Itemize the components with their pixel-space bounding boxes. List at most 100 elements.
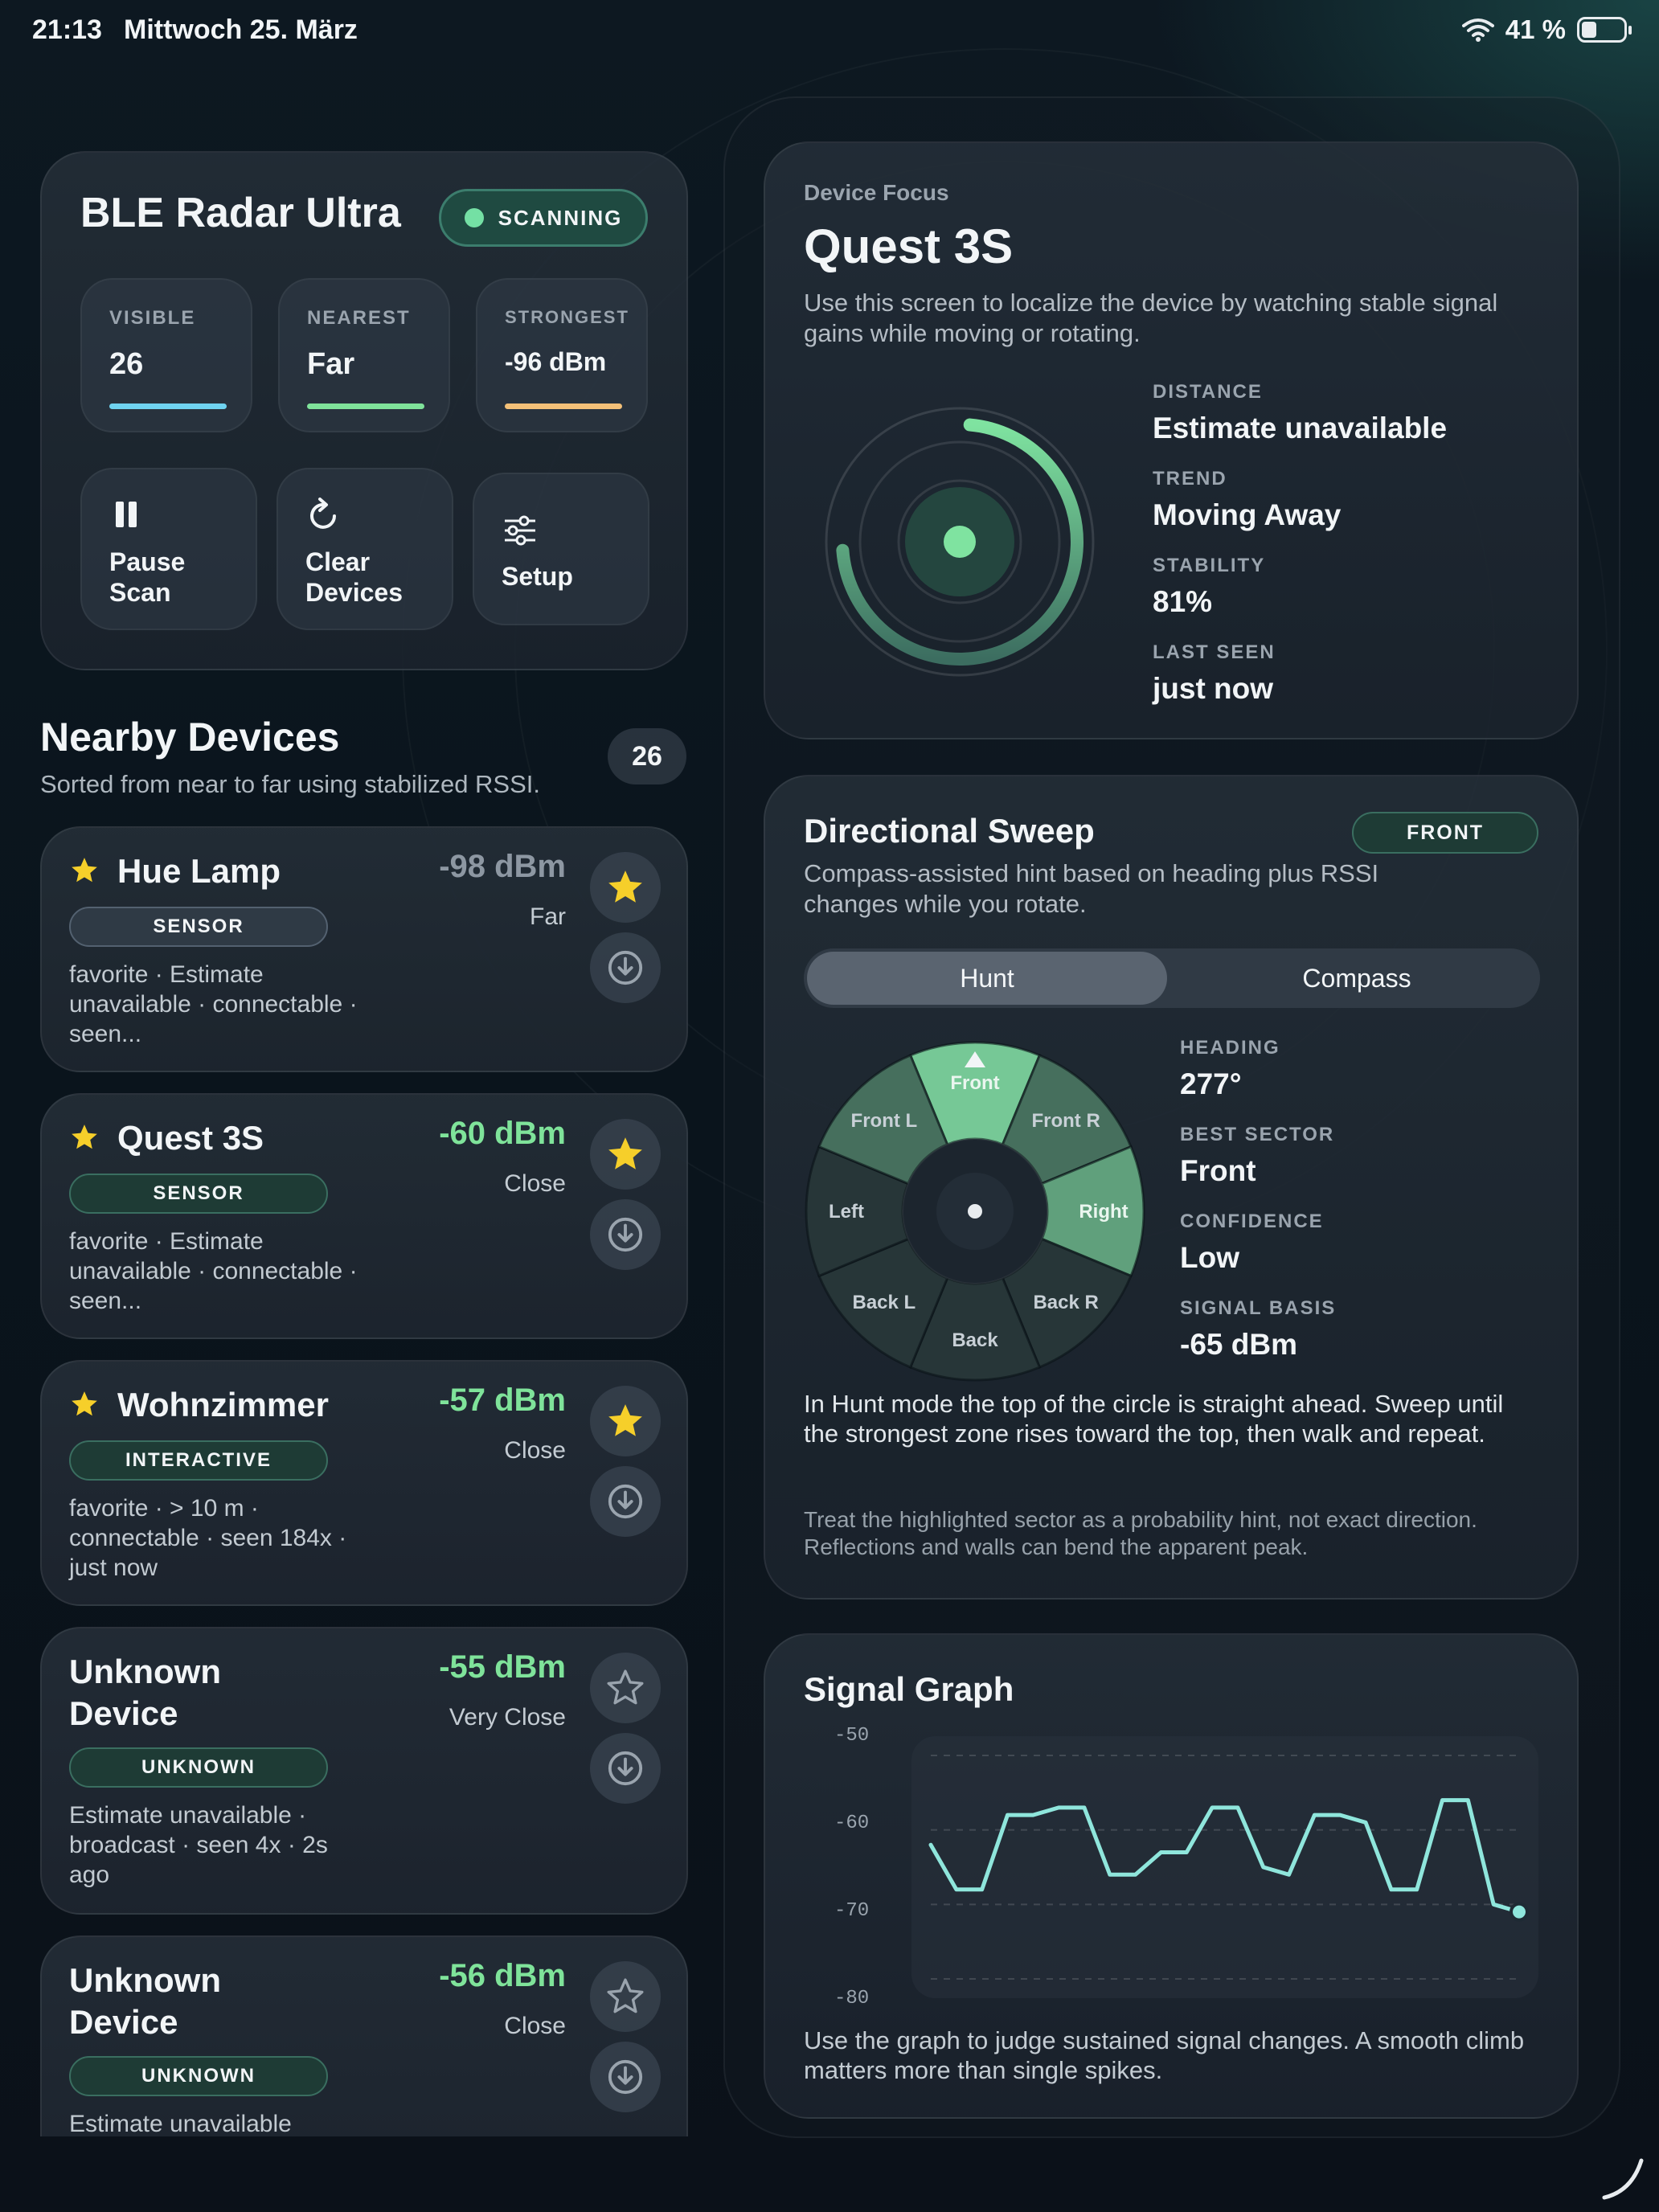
device-rssi: -57 dBm [439,1382,566,1418]
device-name: Wohnzimmer [117,1386,329,1423]
device-rssi: -98 dBm [439,849,566,884]
favorite-star-icon [72,1391,97,1416]
pause-icon [116,502,137,527]
device-card[interactable]: Quest 3S -60 dBm Close SENSOR favorite ·… [40,1093,688,1339]
download-button[interactable] [590,1466,661,1537]
nearby-devices-subtitle: Sorted from near to far using stabilized… [40,770,541,798]
device-tag: UNKNOWN [69,1747,328,1788]
download-button[interactable] [590,932,661,1003]
scanning-label: SCANNING [498,205,623,230]
refresh-icon [310,498,336,529]
device-meta: Estimate unavailable [69,2111,292,2136]
device-tag: UNKNOWN [69,2056,328,2096]
last-seen-value: just now [1153,672,1274,705]
status-indicators: 41 % [1461,14,1632,45]
favorite-star-icon [72,858,97,883]
app-title: BLE Radar Ultra [80,190,401,236]
clear-devices-label: Clear Devices [305,547,403,607]
download-button[interactable] [590,2042,661,2112]
device-card[interactable]: Unknown Device -56 dBm Close UNKNOWN Est… [40,1936,688,2136]
star-outline-icon [607,1669,644,1705]
sector-label: Right [1079,1201,1128,1223]
stability-ring [836,418,1083,666]
latest-signal-point [1509,1902,1529,1922]
compass-mode-tab[interactable]: Compass [1302,963,1411,993]
device-tag: SENSOR [69,907,328,947]
device-card[interactable]: Wohnzimmer -57 dBm Close INTERACTIVE fav… [40,1360,688,1606]
favorite-button[interactable] [590,1119,661,1190]
distance-label: DISTANCE [1153,381,1263,403]
star-filled-icon [608,870,642,903]
y-tick-label: -80 [834,1988,870,2009]
sector-label: Left [829,1201,864,1223]
device-focus-label: Device Focus [804,180,949,205]
directional-sweep-description: Compass-assisted hint based on heading p… [804,859,1379,918]
clear-devices-button[interactable]: Clear Devices [276,468,453,630]
stat-strongest: STRONGEST -96 dBm [476,278,648,432]
signal-basis-value: -65 dBm [1180,1328,1297,1361]
device-list: Hue Lamp -98 dBm Far SENSOR favorite · E… [40,826,688,2136]
status-time: 21:13 [32,14,102,45]
best-sector-value: Front [1180,1154,1256,1187]
trend-value: Moving Away [1153,498,1342,531]
y-tick-label: -60 [834,1813,870,1834]
download-button[interactable] [590,1733,661,1804]
confidence-value: Low [1180,1241,1239,1274]
favorite-button[interactable] [590,1961,661,2032]
device-name: Unknown Device [69,1961,221,2041]
pause-scan-button[interactable]: Pause Scan [80,468,257,630]
device-name: Unknown Device [69,1653,221,1732]
signal-series-line [928,1798,1522,1915]
device-meta: favorite · Estimate unavailable · connec… [69,1228,358,1314]
device-card[interactable]: Unknown Device -55 dBm Very Close UNKNOW… [40,1627,688,1915]
signal-ring-gauge [825,407,1095,677]
stat-value: Far [307,347,355,381]
y-tick-label: -70 [834,1900,870,1922]
favorite-star-icon [72,1124,97,1149]
heading-label: HEADING [1180,1037,1280,1059]
device-proximity: Close [504,1170,566,1197]
sector-label: Back L [853,1292,916,1313]
device-proximity: Far [530,903,566,930]
device-proximity: Close [504,2013,566,2039]
favorite-button[interactable] [590,852,661,923]
device-count-badge: 26 [608,728,686,784]
sector-label: Front L [851,1110,918,1132]
stability-value: 81% [1153,585,1213,618]
favorite-button[interactable] [590,1386,661,1456]
confidence-label: CONFIDENCE [1180,1210,1324,1232]
download-icon [608,950,643,985]
home-gesture-icon [1602,2158,1644,2200]
device-card[interactable]: Hue Lamp -98 dBm Far SENSOR favorite · E… [40,826,688,1072]
stat-label: STRONGEST [505,307,629,327]
stat-label: NEAREST [307,307,411,329]
scanning-dot-icon [464,208,484,227]
sector-label: Back [952,1329,998,1351]
nearby-devices-title: Nearby Devices [40,715,340,760]
favorite-button[interactable] [590,1653,661,1723]
download-icon [608,1484,643,1519]
sector-radar: Front Front R Right Back R Back Back L Left Fro… [805,1041,1145,1382]
device-name: Hue Lamp [117,852,281,890]
y-tick-label: -50 [834,1725,870,1747]
device-name: Quest 3S [117,1119,264,1157]
setup-button[interactable]: Setup [473,473,649,625]
battery-percent: 41 % [1505,14,1566,44]
sector-label: Back R [1033,1292,1098,1313]
heading-pointer-icon [965,1051,985,1067]
download-button[interactable] [590,1199,661,1270]
signal-graph-title: Signal Graph [804,1670,1014,1708]
distance-value: Estimate unavailable [1153,412,1448,444]
device-tag: SENSOR [69,1174,328,1214]
sliders-icon [505,515,535,546]
heading-value: 277° [1180,1067,1242,1100]
directional-sweep-title: Directional Sweep [804,812,1095,850]
stat-bar [307,403,424,409]
device-meta: favorite · > 10 m · connectable · seen 1… [69,1495,347,1581]
pause-scan-label: Pause Scan [109,547,186,607]
stat-visible: VISIBLE 26 [80,278,252,432]
device-proximity: Close [504,1437,566,1464]
hunt-mode-tab[interactable]: Hunt [807,952,1167,1005]
download-icon [608,1751,643,1786]
stat-value: -96 dBm [505,347,607,376]
